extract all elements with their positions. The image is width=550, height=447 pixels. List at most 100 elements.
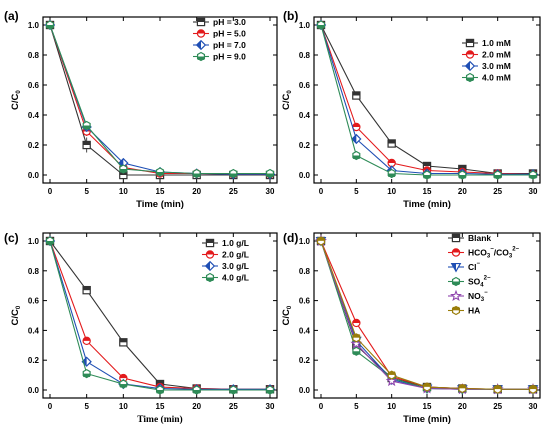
legend-label-part: Cl (468, 262, 477, 272)
panel-label: (d) (283, 231, 298, 245)
legend-label: 1.0 mM (482, 38, 511, 48)
data-point-fill (423, 383, 431, 387)
chart-panel-b: 0 5 10 15 20 25 30 0.0 0.2 0.4 0.6 0.8 1.0 Time (min)… (281, 9, 541, 210)
legend-entry-1: HCO3​−​/CO3​2−​ (448, 247, 520, 260)
legend-entry-1: 2.0 g/L (202, 250, 249, 260)
legend-entry-2: Cl−​ (448, 261, 481, 273)
legend-marker-fill (206, 277, 214, 281)
data-point-fill (388, 371, 396, 375)
legend-marker-fill (197, 29, 205, 34)
y-tick-label: 0.6 (28, 297, 40, 306)
legend-entry-3: SO4​2−​ (448, 276, 491, 289)
y-tick-label: 1.0 (28, 21, 40, 30)
y-tick-label: 0.8 (299, 267, 311, 276)
legend-label: SO4​2−​ (468, 276, 491, 289)
x-tick-label: 15 (156, 402, 165, 411)
legend-entry-2: pH = 7.0 (193, 39, 246, 51)
legend-label-part: SO (468, 277, 481, 287)
x-tick-label: 5 (84, 187, 89, 196)
x-tick-label: 0 (48, 187, 53, 196)
legend-marker-fill (196, 40, 201, 50)
legend-label: 1.0 g/L (222, 238, 249, 248)
legend-marker-fill (205, 261, 210, 271)
x-tick-label: 5 (354, 402, 359, 411)
y-tick-label: 0.0 (299, 386, 311, 395)
data-point-fill (46, 25, 54, 29)
data-point-fill (352, 91, 360, 96)
x-tick-label: 5 (84, 402, 89, 411)
legend-marker-fill (466, 50, 474, 55)
y-tick-label: 1.0 (299, 21, 311, 30)
legend-label: 2.0 mM (482, 50, 511, 60)
legend-entry-0: 1.0 g/L (202, 238, 249, 248)
legend-label: HCO3​−​/CO3​2−​ (468, 247, 520, 260)
data-point-fill (83, 286, 91, 291)
legend-label-part: 2− (484, 276, 491, 282)
data-point-fill (352, 351, 360, 355)
y-axis-title-subscript: 0 (16, 90, 22, 94)
y-axis-title-subscript: 0 (287, 305, 293, 309)
legend-marker-fill (452, 248, 460, 253)
y-axis-title: C/C0 (281, 305, 293, 325)
data-point-fill (193, 390, 201, 394)
legend-marker-fill (206, 239, 214, 243)
data-point-fill (229, 390, 237, 394)
legend-label-part: NO (468, 291, 481, 301)
data-point-fill (156, 390, 164, 394)
y-axis-title: C/C0 (281, 90, 293, 110)
y-tick-label: 0.6 (299, 81, 311, 90)
y-tick-label: 0.0 (28, 386, 40, 395)
legend-marker-fill (465, 61, 470, 71)
x-axis-title: Time (min) (136, 199, 184, 210)
data-point-fill (83, 373, 91, 378)
series-4 (315, 234, 539, 395)
x-tick-label: 15 (423, 187, 432, 196)
y-tick-label: 0.2 (28, 356, 40, 365)
legend-label-part: 2− (512, 247, 519, 253)
y-axis-title: C/C0 (10, 90, 22, 110)
x-tick-label: 25 (493, 187, 502, 196)
x-tick-label: 20 (458, 187, 467, 196)
legend-entry-4: NO3​−​ (448, 289, 488, 303)
legend-entry-1: pH = 5.0 (193, 29, 246, 39)
legend-entry-0: pH = 3.0 (193, 17, 246, 27)
x-tick-label: 10 (387, 402, 396, 411)
data-point-fill (119, 338, 127, 343)
legend-marker-fill (452, 281, 460, 285)
y-axis-title-subscript: 0 (16, 305, 22, 309)
data-point-fill (82, 357, 87, 367)
data-point-fill (317, 237, 325, 241)
data-point (385, 374, 398, 387)
chart-panel-a: 0 5 10 15 20 25 30 0.0 0.2 0.4 0.6 0.8 1.0 Time (min)… (4, 9, 278, 210)
y-tick-label: 0.4 (299, 111, 311, 120)
legend-marker-fill (452, 306, 460, 311)
x-tick-label: 0 (319, 187, 324, 196)
legend-label: Blank (468, 233, 491, 243)
data-point-fill (119, 169, 127, 173)
legend-label: 3.0 mM (482, 61, 511, 71)
data-point-fill (317, 25, 325, 29)
legend-entry-5: HA (448, 306, 480, 316)
legend-marker-fill (197, 56, 205, 60)
data-point-fill (494, 175, 502, 179)
x-tick-label: 10 (387, 187, 396, 196)
y-tick-label: 0.6 (299, 297, 311, 306)
x-tick-label: 30 (529, 187, 538, 196)
y-tick-label: 0.8 (28, 51, 40, 60)
y-tick-label: 0.0 (299, 171, 311, 180)
series-2 (315, 236, 539, 395)
data-point-fill (119, 374, 127, 379)
data-point-fill (529, 175, 537, 179)
legend-label-part: 3 (481, 297, 485, 303)
data-point-fill (458, 175, 466, 179)
legend-label-part: 4 (480, 283, 484, 289)
legend-marker (450, 289, 462, 302)
data-point-fill (156, 172, 164, 176)
y-tick-label: 0.4 (299, 326, 311, 335)
y-tick-label: 0.8 (28, 267, 40, 276)
legend-label: 2.0 g/L (222, 250, 249, 260)
x-tick-label: 0 (48, 402, 53, 411)
x-axis-title: Time (min) (403, 199, 451, 210)
